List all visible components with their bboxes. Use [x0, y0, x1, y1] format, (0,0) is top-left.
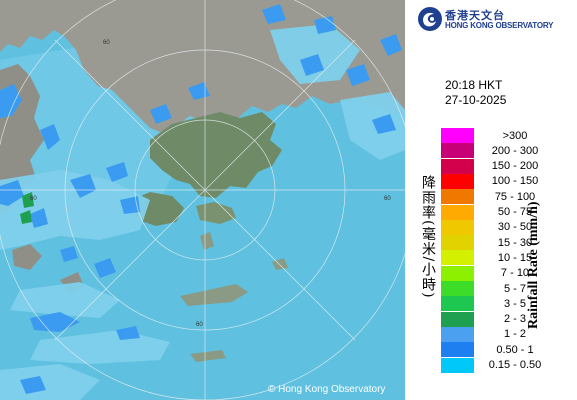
- legend-swatch: [441, 250, 474, 266]
- legend-swatch: [441, 342, 474, 358]
- legend-label: 2 - 3: [503, 313, 526, 326]
- radar-time: 20:18 HKT: [445, 78, 503, 92]
- legend-swatch: [441, 143, 474, 159]
- legend-label: 3 - 5: [503, 297, 526, 310]
- legend-swatch: [441, 235, 474, 251]
- legend-label: 0.50 - 1: [496, 343, 534, 356]
- legend-label: 0.15 - 0.50: [488, 359, 542, 371]
- legend-row: 0.50 - 1: [441, 342, 577, 358]
- range-ring-label: 60: [384, 196, 391, 202]
- legend-swatch: [441, 265, 474, 281]
- legend-label: 15 - 30: [497, 236, 533, 249]
- legend-label: >300: [502, 129, 528, 142]
- legend-label: 7 - 10: [500, 267, 530, 280]
- legend-swatch: [441, 296, 474, 312]
- range-ring-label: 60: [103, 40, 110, 46]
- legend-row: 2 - 3: [441, 311, 577, 327]
- legend-row: 0.15 - 0.50: [441, 357, 577, 373]
- range-ring-label: 60: [30, 196, 37, 202]
- legend-row: 30 - 50: [441, 219, 577, 235]
- legend-label: 50 - 75: [497, 206, 533, 218]
- org-name-english: HONG KONG OBSERVATORY: [445, 21, 554, 30]
- island: [190, 350, 226, 362]
- hk-island: [196, 202, 236, 224]
- radar-map: 60 60 60 60 © Hong Kong Observatory: [0, 0, 405, 400]
- legend-row: 200 - 300: [441, 143, 577, 159]
- legend-row: 10 - 15: [441, 250, 577, 266]
- range-ring-label: 60: [196, 322, 203, 328]
- legend-swatch: [441, 311, 474, 327]
- legend-row: 15 - 30: [441, 235, 577, 251]
- legend-swatch: [441, 173, 474, 189]
- hko-swirl-icon: [418, 7, 442, 31]
- org-name-chinese: 香港天文台: [445, 9, 505, 22]
- legend-swatch: [441, 158, 474, 174]
- legend-row: 100 - 150: [441, 173, 577, 189]
- legend-label: 5 - 7: [503, 282, 526, 295]
- legend-title-chinese: 降雨率(毫米/小時): [420, 175, 436, 299]
- legend-row: 7 - 10: [441, 265, 577, 281]
- legend-row: 150 - 200: [441, 158, 577, 174]
- legend-panel: 香港天文台 HONG KONG OBSERVATORY 20:18 HKT 27…: [405, 0, 577, 400]
- legend-swatch: [441, 189, 474, 205]
- island: [12, 244, 42, 270]
- heavy-rain-echoes: [20, 192, 34, 224]
- legend-title-english: Rainfall Rate (mm/h): [526, 201, 541, 330]
- range-rings: [0, 0, 405, 400]
- legend-label: 75 - 100: [494, 190, 536, 203]
- legend-swatch: [441, 326, 474, 342]
- legend-label: 200 - 300: [491, 144, 539, 157]
- legend-swatch: [441, 204, 474, 220]
- legend-row: 75 - 100: [441, 189, 577, 205]
- legend-label: 10 - 15: [497, 251, 533, 264]
- radar-date: 27-10-2025: [445, 93, 507, 107]
- legend-row: >300: [441, 128, 577, 143]
- legend-swatch: [441, 357, 474, 373]
- copyright-notice: © Hong Kong Observatory: [268, 384, 386, 395]
- legend-label: 150 - 200: [491, 160, 539, 173]
- legend-label: 1 - 2: [503, 328, 526, 341]
- legend-label: 30 - 50: [497, 221, 533, 234]
- moderate-rain-echoes: [0, 4, 402, 394]
- hong-kong-terrain: [150, 112, 282, 198]
- legend-row: 50 - 75: [441, 204, 577, 220]
- legend-swatch: [441, 219, 474, 235]
- legend-row: 5 - 7: [441, 281, 577, 296]
- radar-image: [0, 0, 405, 400]
- legend-swatch: [441, 281, 474, 296]
- legend-row: 3 - 5: [441, 296, 577, 312]
- legend-swatch: [441, 128, 474, 143]
- island: [180, 284, 248, 306]
- legend-row: 1 - 2: [441, 326, 577, 342]
- island: [200, 232, 214, 250]
- legend-label: 100 - 150: [491, 175, 539, 188]
